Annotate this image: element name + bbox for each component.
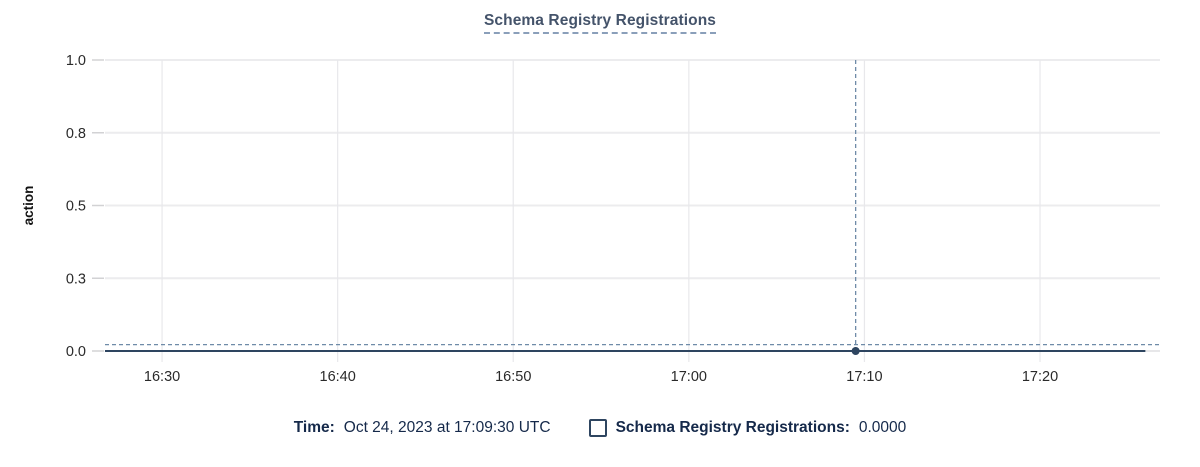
legend-time-value: Oct 24, 2023 at 17:09:30 UTC [343, 419, 551, 436]
legend-time-label: Time: [293, 419, 335, 436]
x-tick-label: 17:10 [846, 369, 882, 385]
y-tick-label: 1.0 [66, 53, 86, 69]
y-tick-label: 0.8 [66, 126, 86, 142]
legend-series-group[interactable]: Schema Registry Registrations: 0.0000 [588, 419, 907, 437]
chart-plot-area[interactable]: 0.0 0.3 0.5 0.8 1.0 16:30 16:40 16:50 17:00 17:10… [0, 40, 1200, 405]
y-tick-label: 0.3 [66, 271, 86, 287]
chart-legend: Time: Oct 24, 2023 at 17:09:30 UTC Schem… [0, 419, 1200, 437]
chart-title[interactable]: Schema Registry Registrations [483, 12, 717, 34]
x-tick-label: 16:40 [320, 369, 356, 385]
legend-time-group: Time: Oct 24, 2023 at 17:09:30 UTC [294, 419, 551, 437]
y-tick-label: 0.0 [66, 344, 86, 360]
y-tick-label: 0.5 [66, 199, 86, 215]
x-tick-label: 17:20 [1022, 369, 1058, 385]
legend-series-label[interactable]: Schema Registry Registrations: [615, 419, 850, 436]
x-tick-label: 17:00 [671, 369, 707, 385]
legend-series-checkbox-icon[interactable] [588, 419, 607, 437]
chart-header: Schema Registry Registrations [0, 0, 1200, 40]
hover-data-point[interactable] [851, 347, 860, 355]
x-tick-label: 16:50 [495, 369, 531, 385]
legend-series-value: 0.0000 [858, 419, 907, 436]
x-tick-label: 16:30 [144, 369, 180, 385]
y-axis-title: action [21, 186, 36, 226]
